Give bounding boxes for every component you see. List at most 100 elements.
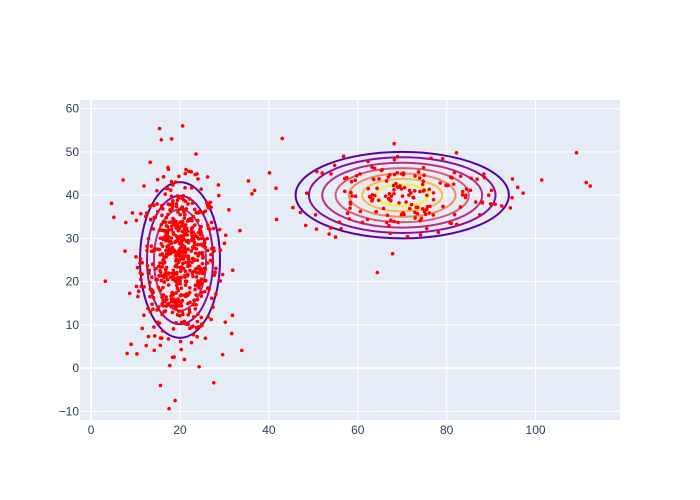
scatter-point (173, 180, 178, 184)
scatter-point (175, 313, 180, 317)
scatter-point (205, 248, 210, 253)
scatter-point (194, 325, 199, 330)
scatter-point (404, 200, 408, 204)
scatter-point (160, 302, 164, 306)
scatter-point (186, 312, 190, 317)
scatter-point (142, 285, 146, 289)
scatter-point (156, 305, 161, 309)
scatter-point (178, 234, 183, 238)
scatter-point (179, 300, 183, 305)
scatter-point (164, 274, 168, 279)
scatter-point (193, 267, 198, 271)
scatter-point (291, 205, 295, 210)
scatter-point (140, 326, 145, 331)
scatter-point (152, 325, 156, 329)
scatter-point (199, 315, 204, 320)
scatter-point (327, 232, 331, 236)
scatter-point (360, 220, 365, 225)
scatter-point (194, 275, 199, 279)
scatter-point (178, 339, 183, 344)
scatter-point (214, 266, 218, 271)
scatter-point (274, 186, 278, 191)
scatter-point (183, 283, 188, 287)
scatter-point (175, 222, 180, 226)
scatter-point (371, 177, 376, 181)
scatter-point (179, 347, 184, 352)
scatter-point (206, 286, 210, 290)
scatter-point (454, 150, 459, 155)
scatter-point (191, 215, 196, 219)
scatter-point (165, 278, 170, 282)
scatter-point (337, 220, 342, 224)
scatter-point (189, 340, 194, 345)
scatter-point (197, 365, 201, 369)
scatter-point (199, 277, 204, 281)
scatter-point (155, 277, 160, 282)
scatter-point (166, 272, 171, 276)
scatter-point (158, 236, 163, 240)
scatter-point (212, 249, 216, 253)
scatter-point (163, 238, 168, 243)
scatter-point (154, 266, 158, 271)
scatter-point (213, 270, 217, 275)
scatter-point (203, 336, 208, 341)
scatter-point (176, 251, 180, 255)
scatter-point (314, 227, 319, 231)
scatter-point (392, 141, 397, 146)
scatter-point (158, 253, 163, 257)
grid-lines (80, 100, 620, 420)
scatter-point (109, 201, 114, 206)
scatter-point (112, 215, 116, 220)
plot-area (80, 100, 620, 420)
scatter-point (165, 186, 170, 191)
scatter-point (152, 215, 157, 220)
scatter-point (407, 188, 412, 193)
scatter-point (184, 254, 189, 258)
scatter-point (164, 265, 169, 270)
scatter-point (388, 231, 393, 235)
scatter-point (155, 189, 159, 193)
scatter-point (178, 212, 182, 217)
scatter-point (203, 278, 208, 283)
scatter-point (182, 319, 187, 324)
scatter-point (180, 229, 184, 234)
scatter-point (193, 307, 198, 311)
scatter-point (172, 217, 176, 222)
scatter-point (161, 220, 166, 224)
scatter-point (411, 195, 415, 200)
density-contours (139, 150, 510, 339)
scatter-point (182, 210, 186, 214)
scatter-point (180, 124, 185, 128)
scatter-point (179, 320, 184, 325)
scatter-point (176, 309, 181, 313)
scatter-point (178, 265, 183, 270)
scatter-point (188, 263, 192, 268)
scatter-point (353, 194, 358, 198)
scatter-point (353, 178, 357, 183)
scatter-point (123, 249, 127, 253)
scatter-point (170, 245, 175, 250)
scatter-point (186, 322, 190, 327)
scatter-point (169, 299, 174, 304)
scatter-point (230, 313, 235, 318)
scatter-point (145, 211, 149, 215)
scatter-point (148, 309, 153, 314)
scatter-point (198, 227, 202, 232)
scatter-point (183, 269, 188, 274)
scatter-point (189, 325, 194, 329)
scatter-point (166, 337, 171, 341)
scatter-point (194, 293, 198, 297)
scatter-point (195, 172, 199, 176)
scatter-point (193, 287, 197, 292)
scatter-point (348, 206, 352, 210)
scatter-point (267, 171, 272, 175)
scatter-point (173, 301, 177, 306)
scatter-point (195, 271, 200, 275)
contour-line (146, 194, 214, 326)
scatter-point (180, 310, 185, 315)
scatter-point (159, 336, 164, 340)
scatter-point (171, 268, 176, 273)
scatter-point (183, 185, 187, 190)
scatter-point (199, 271, 203, 275)
scatter-point (392, 172, 397, 177)
